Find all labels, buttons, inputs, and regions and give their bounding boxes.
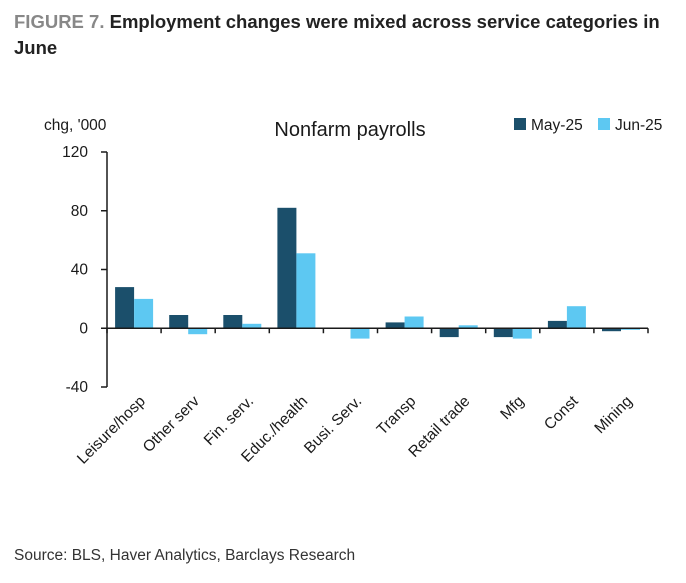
- y-axis-label: chg, '000: [44, 117, 107, 134]
- legend-swatch-jun: [598, 118, 610, 130]
- y-tick-label: 80: [71, 203, 89, 220]
- bar-chart: chg, '000 Nonfarm payrolls May-25 Jun-25…: [44, 117, 662, 468]
- bar-may-2: [223, 315, 243, 329]
- x-tick-label: Fin. serv.: [201, 393, 257, 449]
- bar-jun-0: [134, 298, 154, 329]
- source-note: Source: BLS, Haver Analytics, Barclays R…: [14, 547, 356, 564]
- y-tick-label: 40: [71, 262, 89, 279]
- legend-swatch-may: [514, 118, 526, 130]
- x-tick-label: Leisure/hosp: [74, 393, 149, 468]
- bar-jun-5: [404, 316, 424, 329]
- bar-jun-3: [296, 253, 316, 329]
- legend-label-may: May-25: [531, 117, 583, 134]
- bar-jun-4: [350, 328, 370, 339]
- y-tick-label: 0: [79, 320, 88, 337]
- bar-jun-2: [242, 323, 262, 329]
- bar-jun-8: [566, 306, 586, 329]
- bar-jun-9: [621, 328, 640, 330]
- x-tick-label: Mining: [591, 393, 635, 437]
- y-tick-label: -40: [66, 379, 89, 396]
- x-tick-label: Mfg: [497, 393, 527, 423]
- bar-may-1: [169, 315, 189, 329]
- x-tick-label: Other serv: [140, 393, 203, 456]
- y-tick-label: 120: [62, 144, 88, 161]
- bar-may-3: [277, 207, 297, 329]
- x-tick-label: Busi. Serv.: [301, 393, 365, 457]
- bar-may-8: [547, 320, 567, 329]
- bar-may-5: [385, 322, 405, 329]
- bar-jun-1: [188, 328, 208, 335]
- chart-title: Nonfarm payrolls: [274, 119, 425, 141]
- bar-jun-6: [458, 325, 478, 329]
- figure-label: FIGURE 7.: [14, 11, 105, 32]
- figure-title: FIGURE 7. Employment changes were mixed …: [14, 9, 674, 61]
- bar-jun-7: [512, 328, 532, 339]
- x-tick-label: Transp: [374, 393, 420, 439]
- x-tick-label: Const: [541, 392, 582, 433]
- bar-may-0: [115, 287, 135, 329]
- figure-title-text: Employment changes were mixed across ser…: [14, 11, 660, 58]
- bar-may-9: [602, 328, 621, 332]
- legend-label-jun: Jun-25: [615, 117, 662, 134]
- bar-may-6: [439, 328, 459, 338]
- bar-may-7: [493, 328, 513, 338]
